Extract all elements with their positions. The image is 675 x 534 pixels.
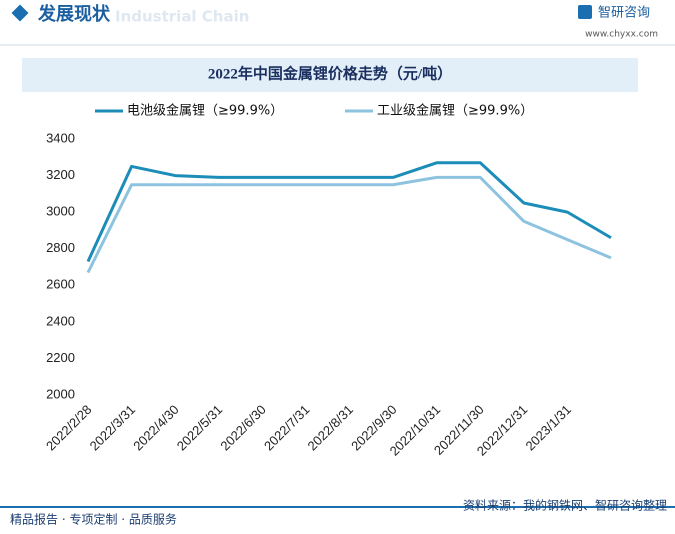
y-tick-label: 3000 [46,204,75,219]
y-tick-label: 2000 [46,386,75,401]
y-tick-label: 2400 [46,313,75,328]
y-tick-label: 2600 [46,277,75,292]
y-tick-label: 2200 [46,350,75,365]
header-watermark: Industrial Chain [115,8,249,26]
y-tick-label: 3200 [46,167,75,182]
logo-icon [578,5,592,19]
y-tick-label: 2800 [46,240,75,255]
header-title: 发展现状 [37,3,111,25]
footer-source: 资料来源：我的钢铁网、智研咨询整理 [463,498,667,513]
title-box [22,58,638,92]
legend-label: 电池级金属锂（≥99.9%） [127,103,283,119]
y-tick-label: 3400 [46,130,75,145]
legend-label: 工业级金属锂（≥99.9%） [377,103,533,119]
line [86,161,612,263]
logo-text: 智研咨询 [598,6,650,21]
footer-slogan: 精品报告 · 专项定制 · 品质服务 [10,512,177,527]
logo-url: www.chyxx.com [585,30,658,40]
chart-title: 2022年中国金属锂价格走势（元/吨） [208,64,452,82]
line [86,175,612,274]
